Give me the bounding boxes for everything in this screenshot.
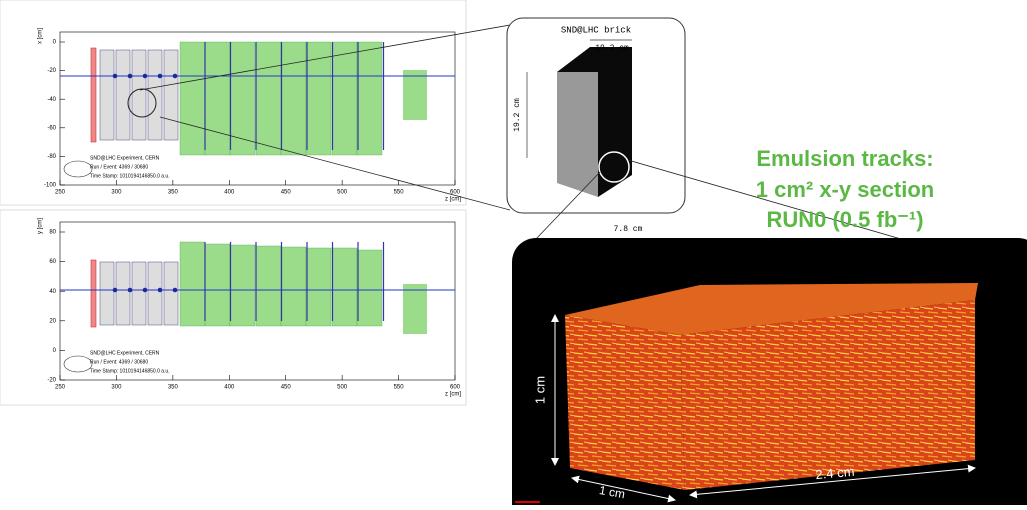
hit — [113, 288, 118, 293]
muon-ds — [403, 70, 427, 120]
x-tick-label: 450 — [281, 385, 292, 391]
muon-plane — [205, 244, 230, 326]
info-line: SND@LHC Experiment, CERN — [90, 155, 160, 161]
hit — [143, 74, 148, 79]
muon-plane — [357, 250, 382, 326]
target-wall — [132, 262, 146, 325]
hit — [113, 74, 118, 79]
muon-plane — [230, 245, 255, 326]
target-wall — [100, 262, 114, 325]
info-line: Run / Event: 4369 / 30680 — [90, 164, 148, 170]
x-tick-label: 600 — [450, 385, 461, 391]
x-axis-label: z [cm] — [445, 392, 461, 398]
x-tick-label: 300 — [111, 385, 122, 391]
hit — [143, 288, 148, 293]
tracks-height: 1 cm — [532, 376, 547, 404]
hit — [173, 74, 178, 79]
muon-plane — [306, 248, 331, 326]
y-tick-label: -40 — [47, 97, 56, 103]
hit — [158, 288, 163, 293]
y-tick-label: -80 — [47, 154, 56, 160]
x-tick-label: 400 — [224, 385, 235, 391]
x-tick-label: 300 — [111, 190, 122, 196]
y-tick-label: 40 — [49, 289, 56, 295]
info-line: Time Stamp: 1010194146850.0 a.u. — [90, 173, 170, 179]
veto — [91, 260, 96, 327]
x-tick-label: 550 — [394, 190, 405, 196]
hit — [128, 288, 133, 293]
x-tick-label: 350 — [168, 190, 179, 196]
target-wall — [164, 50, 178, 140]
info-line: Time Stamp: 1010194146850.0 a.u. — [90, 368, 170, 374]
target-wall — [132, 50, 146, 140]
x-tick-label: 400 — [224, 190, 235, 196]
y-tick-label: -60 — [47, 125, 56, 131]
y-tick-label: -20 — [47, 68, 56, 74]
brick-height: 19.2 cm — [513, 98, 522, 132]
info-line: Run / Event: 4369 / 30680 — [90, 359, 148, 365]
y-tick-label: -100 — [44, 183, 57, 189]
brick-width: 19.2 cm — [595, 44, 629, 53]
x-tick-label: 450 — [281, 190, 292, 196]
info-line: SND@LHC Experiment, CERN — [90, 350, 160, 356]
x-tick-label: 250 — [55, 385, 66, 391]
muon-ds — [403, 284, 427, 334]
x-tick-label: 500 — [337, 190, 348, 196]
brick-title: SND@LHC brick — [561, 25, 631, 35]
brick-depth: 7.8 cm — [614, 225, 643, 234]
box-end — [565, 315, 685, 490]
x-tick-label: 550 — [394, 385, 405, 391]
x-axis-label: z [cm] — [445, 197, 461, 203]
target-wall — [100, 50, 114, 140]
hit — [158, 74, 163, 79]
x-tick-label: 350 — [168, 385, 179, 391]
y-axis-label: x [cm] — [38, 28, 44, 44]
y-tick-label: 80 — [49, 230, 56, 236]
caption-line: Emulsion tracks: — [756, 146, 933, 171]
y-tick-label: -20 — [47, 378, 56, 384]
target-wall — [148, 262, 162, 325]
muon-plane — [256, 42, 281, 155]
muon-plane — [230, 42, 255, 155]
hit — [128, 74, 133, 79]
muon-plane — [332, 42, 357, 155]
muon-plane — [332, 248, 357, 326]
veto — [91, 48, 96, 142]
caption-line: RUN0 (0.5 fb⁻¹) — [766, 207, 923, 232]
muon-plane — [180, 242, 205, 326]
muon-plane — [281, 42, 306, 155]
target-wall — [116, 262, 130, 325]
target-wall — [164, 262, 178, 325]
muon-plane — [281, 247, 306, 326]
target-wall — [148, 50, 162, 140]
muon-plane — [256, 246, 281, 326]
muon-plane — [357, 42, 382, 155]
y-axis-label: y [cm] — [38, 218, 44, 234]
hit — [173, 288, 178, 293]
muon-plane — [180, 42, 205, 155]
y-tick-label: 20 — [49, 318, 56, 324]
x-tick-label: 250 — [55, 190, 66, 196]
y-tick-label: 60 — [49, 259, 56, 265]
caption-line: 1 cm² x-y section — [756, 177, 935, 202]
target-wall — [116, 50, 130, 140]
slide: 0-20-40-60-80-10025030035040045050055060… — [0, 0, 1027, 505]
x-tick-label: 500 — [337, 385, 348, 391]
muon-plane — [205, 42, 230, 155]
brick-side — [557, 72, 598, 197]
